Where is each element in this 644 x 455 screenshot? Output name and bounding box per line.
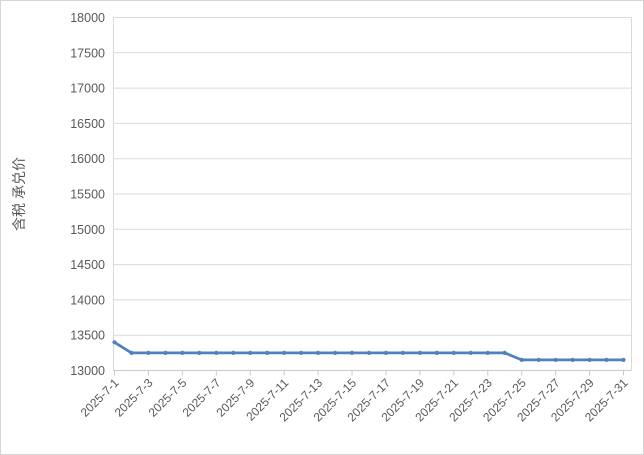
data-point-marker — [180, 350, 185, 355]
data-point-marker — [434, 350, 439, 355]
y-axis-tick-label: 17000 — [70, 82, 105, 96]
data-point-marker — [417, 350, 422, 355]
data-point-marker — [519, 357, 524, 362]
data-point-marker — [248, 350, 253, 355]
data-point-marker — [604, 357, 609, 362]
data-point-marker — [485, 350, 490, 355]
y-axis-tick-label: 17500 — [70, 46, 105, 60]
y-axis-tick-label: 16000 — [70, 152, 105, 166]
y-axis-tick-label: 14000 — [70, 293, 105, 307]
y-axis-tick-label: 14500 — [70, 258, 105, 272]
data-point-marker — [502, 350, 507, 355]
data-point-marker — [299, 350, 304, 355]
data-point-marker — [163, 350, 168, 355]
data-point-marker — [366, 350, 372, 355]
data-point-marker — [282, 350, 287, 355]
y-axis-tick-label: 15000 — [70, 223, 105, 237]
y-axis-title: 含税 承兑价 — [11, 157, 27, 231]
data-point-marker — [621, 357, 626, 362]
data-point-marker — [468, 350, 473, 355]
data-point-marker — [333, 350, 338, 355]
data-point-marker — [146, 350, 151, 355]
y-axis-tick-label: 18000 — [70, 11, 105, 25]
data-point-marker — [553, 357, 558, 362]
data-point-marker — [400, 350, 405, 355]
y-axis-tick-label: 13000 — [70, 364, 105, 378]
data-point-marker — [265, 350, 270, 355]
data-point-marker — [451, 350, 456, 355]
data-point-marker — [129, 350, 134, 355]
y-axis-tick-label: 13500 — [70, 329, 105, 343]
data-point-marker — [536, 357, 541, 362]
data-point-marker — [214, 350, 219, 355]
data-point-marker — [383, 350, 389, 355]
data-point-marker — [231, 350, 236, 355]
y-axis-tick-label: 15500 — [70, 188, 105, 202]
data-point-marker — [316, 350, 321, 355]
data-point-marker — [197, 350, 202, 355]
data-point-marker — [349, 350, 355, 355]
y-axis-tick-label: 16500 — [70, 117, 105, 131]
data-point-marker — [570, 357, 575, 362]
data-point-marker — [587, 357, 592, 362]
data-point-marker — [112, 340, 117, 345]
